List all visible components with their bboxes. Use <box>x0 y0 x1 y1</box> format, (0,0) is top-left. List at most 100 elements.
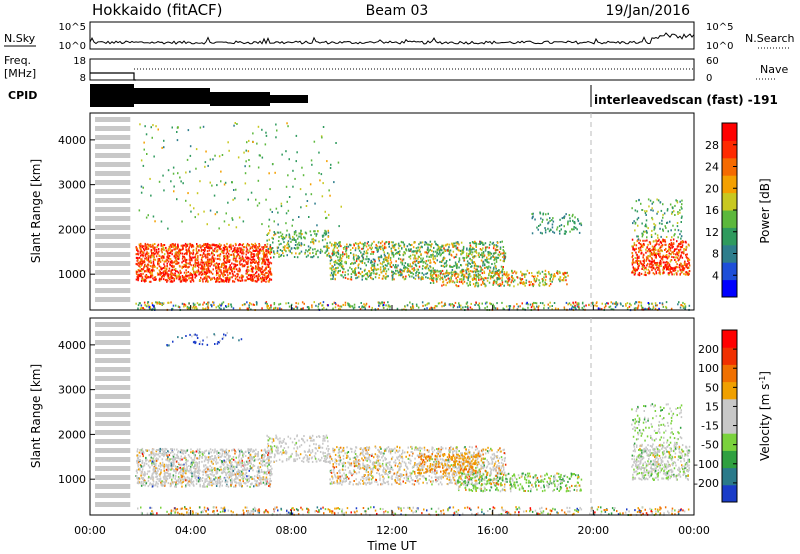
data-cell <box>353 254 355 257</box>
data-cell <box>293 239 296 241</box>
data-cell <box>408 255 410 258</box>
data-cell <box>437 276 439 279</box>
data-cell <box>399 254 401 256</box>
data-cell <box>371 268 373 271</box>
data-cell <box>234 242 237 245</box>
data-cell <box>332 278 334 280</box>
data-cell <box>552 276 555 279</box>
data-cell <box>669 203 672 206</box>
data-cell <box>274 232 276 235</box>
data-cell <box>153 256 155 259</box>
data-cell <box>152 252 155 254</box>
data-cell <box>653 254 656 257</box>
data-cell <box>399 270 402 273</box>
data-cell <box>386 264 388 267</box>
data-cell <box>188 306 190 309</box>
data-cell <box>168 301 170 304</box>
data-cell <box>426 252 429 255</box>
data-cell <box>280 205 283 208</box>
data-cell <box>203 308 205 311</box>
data-cell <box>142 251 145 254</box>
data-cell <box>425 241 428 244</box>
data-cell <box>670 307 673 310</box>
data-cell <box>235 226 238 229</box>
data-cell <box>331 269 333 272</box>
data-cell <box>653 260 655 262</box>
data-cell <box>339 305 341 308</box>
data-cell <box>216 244 218 246</box>
data-cell <box>208 258 210 261</box>
data-cell <box>242 243 245 246</box>
data-cell <box>210 278 212 281</box>
data-cell <box>668 264 670 267</box>
data-cell <box>365 245 368 248</box>
data-cell <box>162 247 164 249</box>
data-cell <box>158 302 160 305</box>
data-cell <box>170 270 172 273</box>
data-cell <box>152 215 155 218</box>
data-cell <box>678 243 680 245</box>
data-cell <box>640 249 643 252</box>
data-cell <box>486 246 488 249</box>
data-cell <box>249 247 252 250</box>
data-cell <box>257 273 260 276</box>
data-cell <box>210 271 213 274</box>
data-cell <box>684 306 687 309</box>
data-cell <box>643 262 645 265</box>
data-cell <box>145 270 148 273</box>
data-cell <box>438 302 441 305</box>
data-cell <box>148 260 150 263</box>
data-cell <box>286 229 288 232</box>
data-cell <box>437 302 440 305</box>
data-cell <box>191 268 194 271</box>
data-cell <box>142 307 144 310</box>
data-cell <box>492 272 494 274</box>
data-cell <box>501 268 504 271</box>
data-cell <box>355 254 357 257</box>
data-cell <box>683 252 685 255</box>
data-cell <box>250 274 253 277</box>
station-title: Hokkaido (fitACF) <box>92 1 223 19</box>
data-cell <box>388 262 390 265</box>
data-cell <box>483 254 486 257</box>
data-cell <box>337 259 339 262</box>
data-cell <box>456 248 458 251</box>
data-cell <box>223 267 225 270</box>
data-cell <box>430 255 432 258</box>
data-cell <box>268 307 271 310</box>
data-cell <box>168 257 170 260</box>
data-cell <box>178 273 180 276</box>
data-cell <box>216 184 218 187</box>
data-cell <box>356 258 358 261</box>
data-cell <box>199 263 202 266</box>
data-cell <box>145 275 147 278</box>
colorbar-segment <box>722 279 737 298</box>
data-cell <box>633 242 636 245</box>
data-cell <box>398 274 400 277</box>
data-cell <box>218 270 220 273</box>
data-cell <box>648 259 650 262</box>
data-cell <box>227 280 230 283</box>
data-cell <box>438 246 441 249</box>
data-cell <box>665 268 668 271</box>
data-cell <box>659 273 661 276</box>
data-cell <box>547 212 549 215</box>
data-cell <box>489 241 492 244</box>
data-cell <box>264 263 267 266</box>
data-cell <box>634 222 637 225</box>
data-cell <box>150 250 152 253</box>
data-cell <box>182 266 185 268</box>
data-cell <box>158 273 160 276</box>
data-cell <box>665 226 667 229</box>
data-cell <box>138 265 140 268</box>
data-cell <box>571 305 574 308</box>
data-cell <box>680 251 683 254</box>
data-cell <box>420 257 422 260</box>
data-cell <box>365 250 368 253</box>
data-cell <box>220 180 222 183</box>
data-cell <box>439 275 441 278</box>
data-cell <box>260 280 263 283</box>
data-cell <box>652 305 655 308</box>
data-cell <box>329 267 331 270</box>
data-cell <box>677 303 679 306</box>
